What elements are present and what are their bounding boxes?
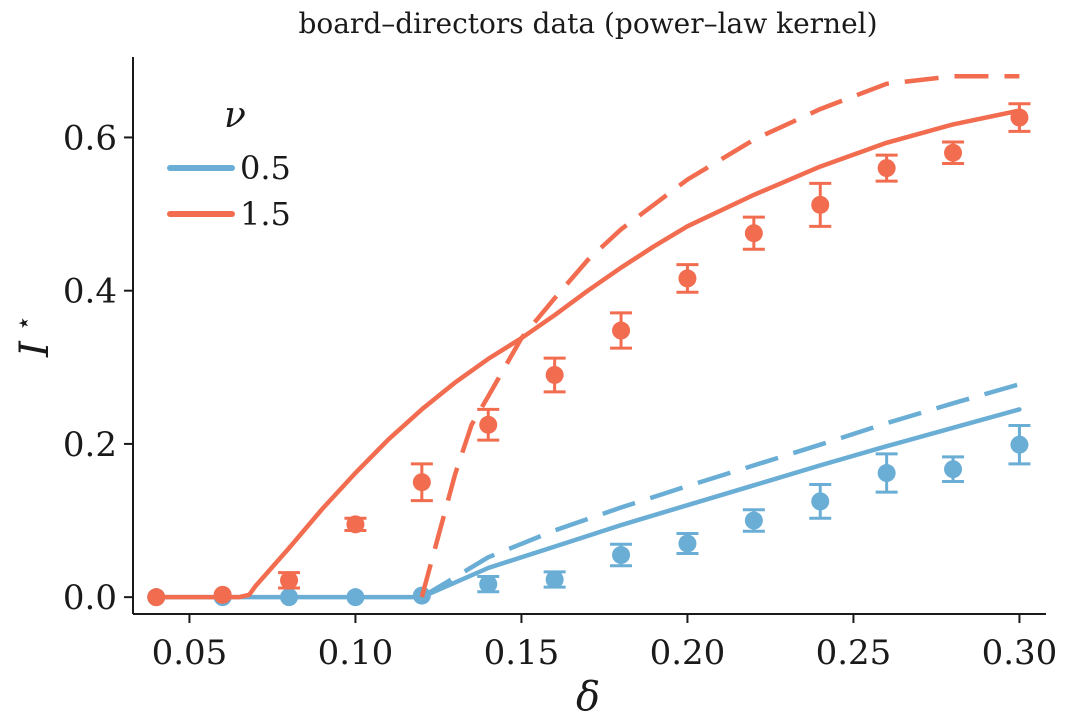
y-tick-label: 0.6 [63,118,117,158]
data-point [612,546,631,565]
data-point [1010,108,1029,127]
series-1 [147,73,1031,607]
data-point [147,588,166,607]
data-point [346,515,365,534]
data-point [678,534,697,553]
x-tick-label: 0.15 [484,633,560,673]
data-point [877,464,896,483]
legend-title: ν [224,95,246,136]
data-point [1010,435,1029,454]
plot-area [147,73,1031,607]
data-point [612,321,631,340]
series-0-dashed-line [420,382,1021,600]
data-point [280,571,299,590]
y-axis-label: I⋆ [9,315,58,358]
y-tick-label: 0.4 [63,272,117,312]
chart-title: board–directors data (power–law kernel) [298,7,877,40]
series-1-dashed-line [419,73,1020,598]
x-tick-label: 0.10 [318,633,394,673]
data-point [479,575,498,594]
x-ticks: 0.05 0.10 0.15 0.20 0.25 0.30 [152,614,1058,673]
data-point [479,415,498,434]
data-point [346,588,365,607]
data-point [944,460,963,479]
x-tick-label: 0.05 [152,633,228,673]
x-tick-label: 0.30 [982,633,1058,673]
data-point [412,473,431,492]
legend-label-1: 1.5 [240,195,291,233]
x-tick-label: 0.20 [650,633,726,673]
svg-text:I⋆: I⋆ [9,315,58,358]
series-0-solid-line [153,407,1022,600]
data-point [678,269,697,288]
data-point [280,588,299,607]
data-point [545,365,564,384]
data-point [213,585,232,604]
y-axis-label-sup: ⋆ [9,315,39,331]
data-point [877,159,896,178]
y-tick-label: 0.0 [63,578,117,618]
y-axis-label-main: I [12,340,58,358]
legend: ν 0.5 1.5 [167,95,291,233]
legend-label-0: 0.5 [240,149,291,187]
data-point [811,195,830,214]
data-point [744,511,763,530]
data-point [545,570,564,589]
data-point [944,143,963,162]
x-tick-label: 0.25 [816,633,892,673]
y-ticks: 0.0 0.2 0.4 0.6 [63,118,133,618]
data-point [744,224,763,243]
x-axis-label: δ [576,674,600,720]
data-point [811,492,830,511]
series-1-solid-line [153,108,1022,600]
y-tick-label: 0.2 [63,425,117,465]
